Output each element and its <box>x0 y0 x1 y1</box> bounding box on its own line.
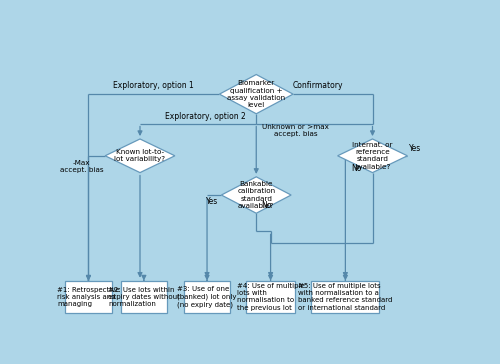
Text: Bankable
calibration
standard
available?: Bankable calibration standard available? <box>237 181 276 209</box>
Polygon shape <box>222 177 291 213</box>
Text: Unknown or >max
accept. bias: Unknown or >max accept. bias <box>262 124 329 137</box>
FancyBboxPatch shape <box>184 281 230 313</box>
Text: Internat. or
reference
standard
available?: Internat. or reference standard availabl… <box>352 142 393 170</box>
FancyBboxPatch shape <box>65 281 112 313</box>
Text: #2: Use lots within
expiry dates without
normalization: #2: Use lots within expiry dates without… <box>108 286 180 307</box>
Polygon shape <box>220 75 293 114</box>
Text: Confirmatory: Confirmatory <box>293 81 344 90</box>
Polygon shape <box>105 139 175 173</box>
Text: #3: Use of one
(banked) lot only
(no expiry date): #3: Use of one (banked) lot only (no exp… <box>178 286 237 308</box>
Text: Yes: Yes <box>206 197 218 206</box>
Text: No: No <box>352 164 362 173</box>
Polygon shape <box>338 139 407 173</box>
Text: Biomarker
qualification +
assay validation
level: Biomarker qualification + assay validati… <box>227 80 286 108</box>
Text: No: No <box>262 201 272 210</box>
Text: -Max
accept. bias: -Max accept. bias <box>60 160 103 173</box>
Text: Exploratory, option 1: Exploratory, option 1 <box>113 81 194 90</box>
Text: Known lot-to-
lot variability?: Known lot-to- lot variability? <box>114 149 166 162</box>
Text: Exploratory, option 2: Exploratory, option 2 <box>164 112 246 121</box>
Text: Yes: Yes <box>410 144 422 153</box>
FancyBboxPatch shape <box>246 281 295 313</box>
Text: #5: Use of multiple lots
with normalisation to a
banked reference standard
or in: #5: Use of multiple lots with normalisat… <box>298 283 392 310</box>
FancyBboxPatch shape <box>312 281 380 313</box>
Text: #1: Retrospective
risk analysis and
managing: #1: Retrospective risk analysis and mana… <box>57 286 120 307</box>
FancyBboxPatch shape <box>120 281 167 313</box>
Text: #4: Use of multiple
lots with
normalisation to
the previous lot: #4: Use of multiple lots with normalisat… <box>236 283 304 310</box>
